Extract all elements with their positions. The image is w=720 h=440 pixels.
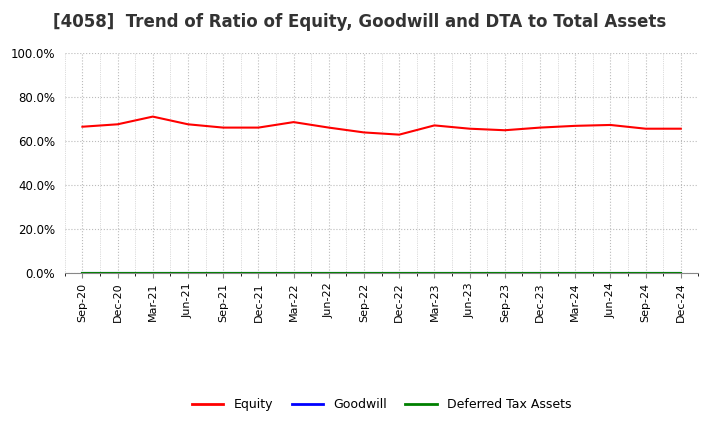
Goodwill [184, 270, 192, 275]
Deferred Tax Assets [642, 270, 650, 275]
Equity [536, 125, 544, 130]
Text: [4058]  Trend of Ratio of Equity, Goodwill and DTA to Total Assets: [4058] Trend of Ratio of Equity, Goodwil… [53, 13, 667, 31]
Equity [148, 114, 157, 119]
Goodwill [289, 270, 298, 275]
Equity [360, 130, 369, 135]
Equity [606, 122, 615, 128]
Equity [289, 119, 298, 125]
Goodwill [536, 270, 544, 275]
Equity [219, 125, 228, 130]
Goodwill [606, 270, 615, 275]
Goodwill [219, 270, 228, 275]
Goodwill [360, 270, 369, 275]
Deferred Tax Assets [184, 270, 192, 275]
Deferred Tax Assets [360, 270, 369, 275]
Legend: Equity, Goodwill, Deferred Tax Assets: Equity, Goodwill, Deferred Tax Assets [187, 393, 576, 416]
Deferred Tax Assets [148, 270, 157, 275]
Deferred Tax Assets [677, 270, 685, 275]
Equity [254, 125, 263, 130]
Equity [500, 128, 509, 133]
Goodwill [677, 270, 685, 275]
Equity [184, 121, 192, 127]
Deferred Tax Assets [430, 270, 438, 275]
Equity [677, 126, 685, 131]
Deferred Tax Assets [500, 270, 509, 275]
Goodwill [430, 270, 438, 275]
Goodwill [500, 270, 509, 275]
Deferred Tax Assets [395, 270, 403, 275]
Deferred Tax Assets [571, 270, 580, 275]
Deferred Tax Assets [78, 270, 86, 275]
Equity [113, 121, 122, 127]
Goodwill [113, 270, 122, 275]
Goodwill [78, 270, 86, 275]
Deferred Tax Assets [113, 270, 122, 275]
Deferred Tax Assets [254, 270, 263, 275]
Goodwill [571, 270, 580, 275]
Line: Equity: Equity [82, 117, 681, 135]
Goodwill [148, 270, 157, 275]
Equity [430, 123, 438, 128]
Equity [78, 124, 86, 129]
Equity [325, 125, 333, 130]
Deferred Tax Assets [289, 270, 298, 275]
Equity [465, 126, 474, 131]
Deferred Tax Assets [465, 270, 474, 275]
Deferred Tax Assets [219, 270, 228, 275]
Equity [395, 132, 403, 137]
Deferred Tax Assets [536, 270, 544, 275]
Deferred Tax Assets [325, 270, 333, 275]
Goodwill [395, 270, 403, 275]
Goodwill [642, 270, 650, 275]
Equity [571, 123, 580, 128]
Goodwill [254, 270, 263, 275]
Deferred Tax Assets [606, 270, 615, 275]
Equity [642, 126, 650, 131]
Goodwill [325, 270, 333, 275]
Goodwill [465, 270, 474, 275]
